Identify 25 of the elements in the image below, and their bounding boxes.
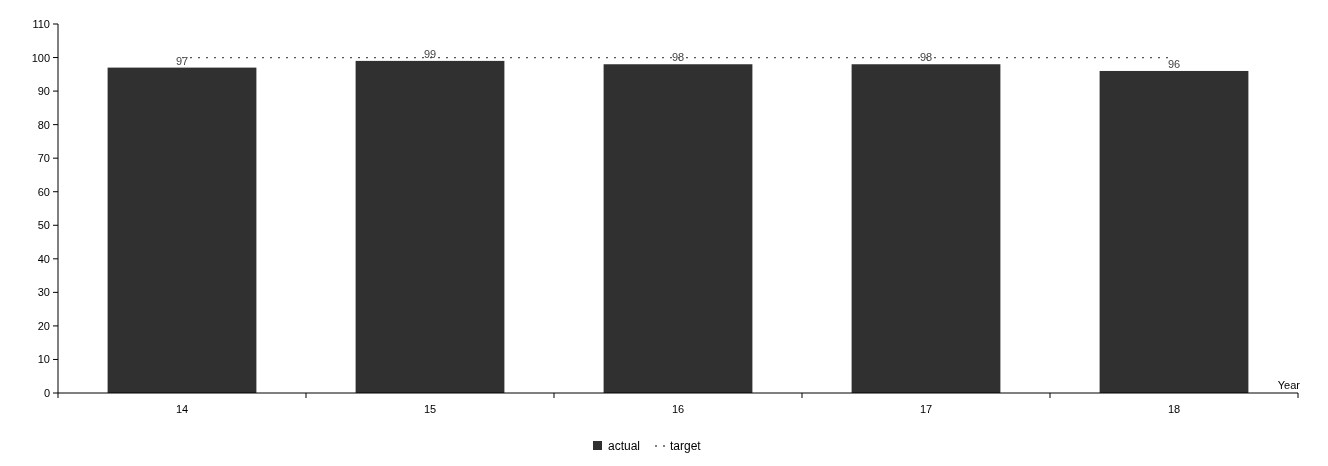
data-label: 98 — [671, 51, 685, 64]
y-tick-label: 0 — [43, 387, 50, 399]
y-tick-label: 40 — [37, 252, 50, 265]
data-label: 96 — [1167, 57, 1181, 70]
data-label: 97 — [175, 54, 189, 67]
y-tick-label: 50 — [37, 219, 50, 232]
legend-label: target — [670, 439, 702, 453]
y-tick-label: 100 — [31, 51, 50, 64]
x-tick-label: 18 — [1167, 403, 1181, 415]
x-tick-label: 15 — [423, 403, 437, 415]
y-tick-label: 80 — [37, 118, 50, 131]
y-tick-label: 20 — [37, 319, 50, 332]
y-tick-label: 110 — [32, 18, 50, 30]
y-tick-label: 90 — [37, 85, 50, 98]
data-label: 98 — [919, 51, 933, 64]
legend-label: actual — [608, 439, 641, 453]
y-tick-label: 60 — [37, 185, 50, 198]
x-axis-title: Year — [1277, 379, 1301, 391]
y-tick-label: 10 — [37, 353, 50, 366]
x-tick-label: 17 — [919, 403, 933, 415]
x-tick-label: 16 — [671, 403, 685, 415]
y-tick-label: 70 — [37, 152, 50, 165]
y-tick-label: 30 — [37, 286, 50, 299]
x-tick-label: 14 — [175, 403, 189, 415]
data-label: 99 — [423, 47, 437, 60]
